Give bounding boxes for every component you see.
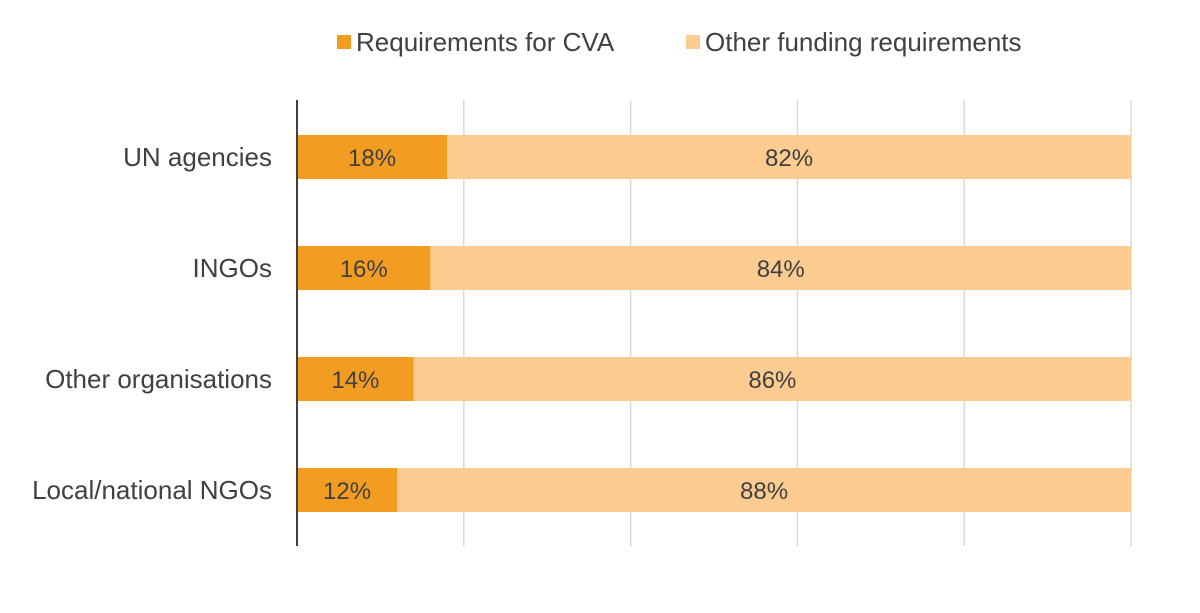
bar-value-label: 14% — [331, 367, 379, 394]
bars: 18% 82% 16% 84% 14% 86% 12% 88% — [297, 135, 1132, 512]
category-label: Other organisations — [45, 364, 272, 394]
bar-value-label: 84% — [757, 256, 805, 283]
bar-value-label: 16% — [340, 256, 388, 283]
bar-other — [430, 246, 1131, 290]
bar-cva — [297, 246, 431, 290]
bar-cva — [297, 357, 414, 401]
bar-other — [447, 135, 1131, 179]
bar-value-label: 18% — [348, 145, 396, 172]
bar-value-label: 86% — [748, 367, 796, 394]
bar-value-label: 82% — [765, 145, 813, 172]
bar-other — [397, 468, 1132, 512]
bar-value-label: 88% — [740, 478, 788, 505]
legend-swatch-other — [686, 35, 700, 49]
legend: Requirements for CVA Other funding requi… — [337, 27, 1022, 57]
bar-other — [413, 357, 1131, 401]
category-labels: UN agencies INGOs Other organisations Local… — [32, 142, 272, 505]
legend-label-other: Other funding requirements — [705, 27, 1022, 57]
bar-cva — [297, 468, 398, 512]
bar-value-label: 12% — [323, 478, 371, 505]
bar-cva — [297, 135, 448, 179]
category-label: INGOs — [193, 253, 272, 283]
category-label: UN agencies — [123, 142, 272, 172]
legend-swatch-cva — [337, 35, 351, 49]
legend-label-cva: Requirements for CVA — [356, 27, 615, 57]
category-label: Local/national NGOs — [32, 475, 272, 505]
